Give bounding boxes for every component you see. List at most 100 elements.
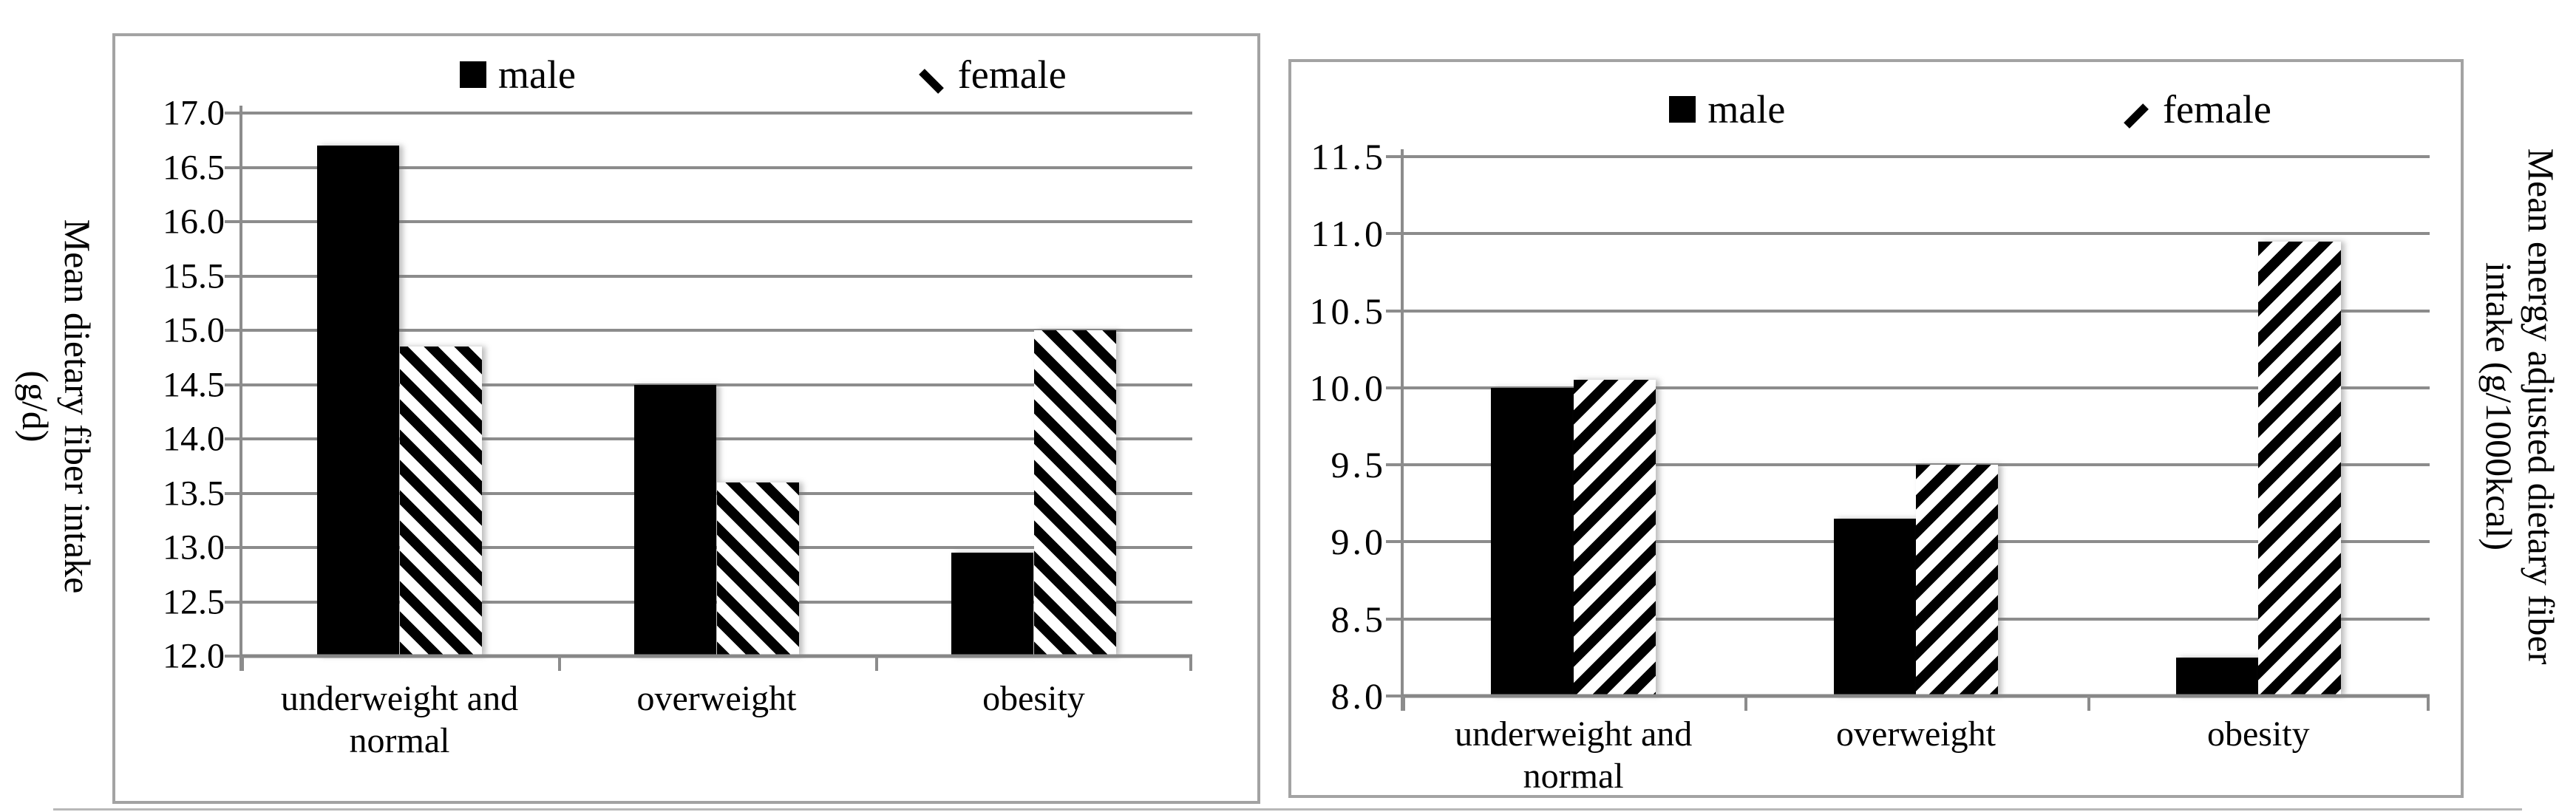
y-tick-label: 12.5 bbox=[163, 582, 225, 621]
x-axis-tick bbox=[241, 656, 244, 671]
gridline bbox=[1402, 155, 2430, 158]
bar-male-group2 bbox=[633, 384, 717, 656]
bar-female-group1 bbox=[399, 347, 483, 656]
left-y-axis-title-line2: (g/d) bbox=[15, 369, 56, 443]
gridline bbox=[241, 329, 1192, 332]
male-swatch bbox=[460, 61, 486, 88]
bar-male-group2 bbox=[1833, 519, 1916, 696]
x-axis-tick bbox=[558, 656, 561, 671]
y-axis-tick bbox=[225, 600, 241, 604]
legend-label: male bbox=[1707, 87, 1786, 132]
y-axis-tick bbox=[225, 491, 241, 495]
male-swatch bbox=[1669, 96, 1696, 123]
gridline bbox=[241, 166, 1192, 169]
bar-female-group1 bbox=[1573, 380, 1656, 696]
y-tick-label: 9.5 bbox=[1331, 444, 1386, 486]
y-axis-tick bbox=[225, 112, 241, 115]
legend-label: male bbox=[498, 52, 576, 97]
left-chart-panel: male female 17.0 16.5 16.0 15.5 15.0 14.5 14.0 13… bbox=[112, 33, 1260, 804]
gridline bbox=[1402, 694, 2430, 698]
gridline bbox=[1402, 232, 2430, 236]
gridline bbox=[1402, 463, 2430, 467]
y-axis-tick bbox=[1386, 232, 1402, 236]
y-tick-label: 8.5 bbox=[1331, 598, 1386, 640]
y-axis-tick bbox=[225, 546, 241, 549]
plot-area bbox=[225, 106, 1192, 671]
female-swatch bbox=[2121, 95, 2151, 129]
legend-label: female bbox=[2163, 87, 2271, 132]
y-tick-label: 13.0 bbox=[163, 528, 225, 567]
y-tick-label: 16.0 bbox=[163, 202, 225, 242]
bar-male-group1 bbox=[316, 146, 400, 656]
y-axis-tick bbox=[1386, 155, 1402, 158]
y-axis-line bbox=[1401, 149, 1404, 711]
y-axis-tick bbox=[225, 166, 241, 169]
bar-female-group2 bbox=[1916, 465, 1999, 696]
legend: male female bbox=[241, 36, 1192, 113]
y-tick-label: 10.5 bbox=[1309, 290, 1386, 332]
y-tick-label: 15.5 bbox=[163, 256, 225, 296]
y-axis-line bbox=[239, 106, 242, 671]
legend-item-female: female bbox=[2121, 86, 2271, 132]
gridline bbox=[241, 112, 1192, 115]
legend-label: female bbox=[957, 52, 1067, 97]
x-category-label: underweight and normal bbox=[1455, 714, 1693, 796]
x-category-labels: underweight and normal overweight obesity bbox=[1402, 696, 2430, 796]
y-tick-label: 11.5 bbox=[1311, 136, 1386, 177]
right-y-axis-title-text: Mean energy adjusted dietary fiber intak… bbox=[2478, 4, 2562, 809]
y-axis-tick bbox=[225, 329, 241, 332]
legend: male female bbox=[1402, 62, 2430, 157]
x-category-label: obesity bbox=[2206, 714, 2310, 754]
gridline bbox=[1402, 309, 2430, 313]
gridline bbox=[241, 654, 1192, 658]
right-y-axis-title: Mean energy adjusted dietary fiber intak… bbox=[2464, 0, 2576, 812]
gridline bbox=[241, 437, 1192, 440]
gridline bbox=[241, 383, 1192, 386]
y-tick-label: 14.5 bbox=[163, 365, 225, 404]
y-axis-tick bbox=[225, 437, 241, 440]
bar-female-group2 bbox=[716, 482, 800, 656]
y-axis-tick bbox=[1386, 386, 1402, 389]
y-axis-tick bbox=[1386, 540, 1402, 544]
bar-female-group3 bbox=[1033, 330, 1117, 656]
y-tick-label: 12.0 bbox=[163, 636, 225, 676]
right-chart-panel: male female 11.5 11.0 10.5 10.0 9.5 9.0 8.5 8.0 un… bbox=[1288, 59, 2464, 798]
x-category-label: underweight and normal bbox=[280, 679, 519, 760]
right-y-axis-title-line1: Mean energy adjusted dietary fiber bbox=[2521, 148, 2562, 664]
bar-male-group3 bbox=[2176, 657, 2259, 696]
y-axis-tick bbox=[1386, 617, 1402, 621]
y-axis-tick bbox=[1386, 309, 1402, 313]
y-axis-tick-labels: 17.0 16.5 16.0 15.5 15.0 14.5 14.0 13.5 13.0 12.5… bbox=[115, 94, 241, 676]
x-axis-tick bbox=[1744, 696, 1748, 711]
x-category-labels: underweight and normal overweight obesity bbox=[241, 656, 1192, 801]
right-y-axis-title-line2: intake (g/1000kcal) bbox=[2478, 262, 2520, 550]
bar-male-group3 bbox=[951, 553, 1034, 656]
y-tick-label: 9.0 bbox=[1331, 521, 1386, 563]
y-tick-label: 10.0 bbox=[1309, 366, 1386, 409]
legend-item-male: male bbox=[1669, 86, 1785, 132]
plot-area bbox=[1386, 149, 2430, 711]
x-axis-tick bbox=[2087, 696, 2090, 711]
y-axis-tick bbox=[225, 655, 241, 658]
cropped-bottom-rule bbox=[53, 808, 2522, 811]
bar-female-group3 bbox=[2258, 241, 2341, 696]
y-tick-label: 15.0 bbox=[163, 310, 225, 350]
gridline bbox=[241, 274, 1192, 278]
left-y-axis-title-text: Mean dietary fiber intake (g/d) bbox=[14, 4, 98, 809]
y-tick-label: 11.0 bbox=[1311, 213, 1386, 255]
x-axis-tick bbox=[1402, 696, 1405, 711]
bar-male-group1 bbox=[1491, 387, 1574, 696]
y-tick-label: 17.0 bbox=[163, 93, 225, 133]
y-axis-tick bbox=[225, 220, 241, 223]
left-y-axis-title-line1: Mean dietary fiber intake bbox=[57, 219, 98, 593]
female-swatch bbox=[917, 60, 946, 94]
x-category-label: overweight bbox=[636, 679, 797, 718]
x-category-label: obesity bbox=[982, 679, 1085, 718]
legend-item-male: male bbox=[460, 52, 576, 98]
y-axis-tick bbox=[1386, 695, 1402, 697]
y-tick-label: 13.5 bbox=[163, 474, 225, 513]
gridline bbox=[1402, 386, 2430, 389]
y-axis-tick bbox=[225, 274, 241, 278]
y-axis-tick bbox=[225, 383, 241, 386]
